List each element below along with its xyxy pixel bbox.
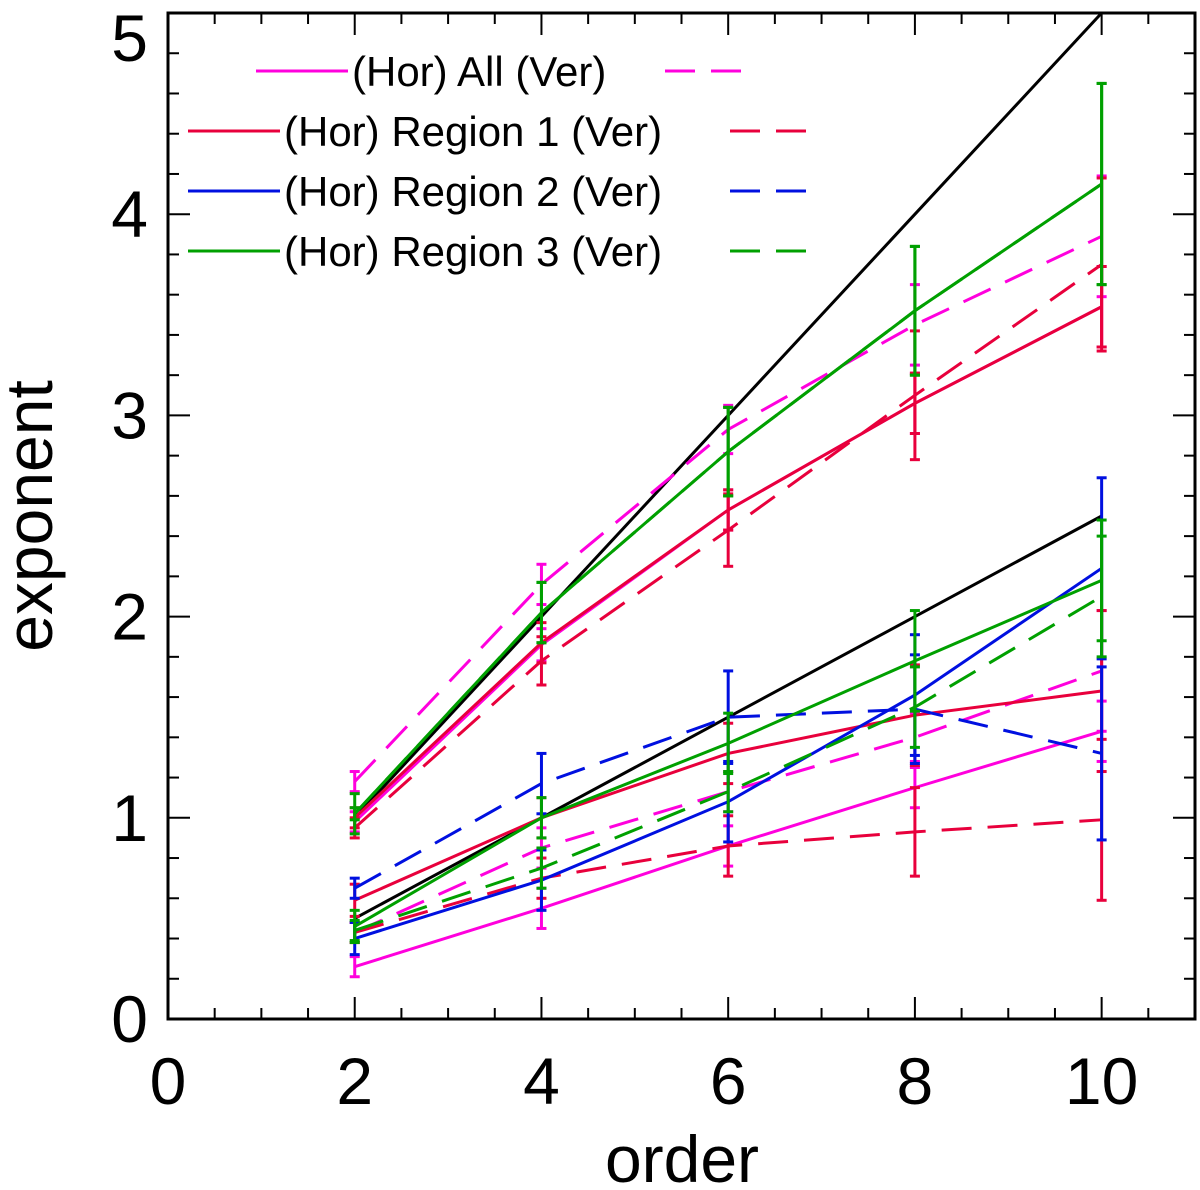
legend-label: (Hor) Region 2 (Ver) [284, 168, 662, 215]
legend: (Hor) All (Ver) (Hor) Region 1 (Ver) (Hor)… [188, 48, 822, 275]
series-13 [349, 81, 1107, 836]
x-tick-label: 10 [1065, 1044, 1138, 1118]
y-tick-label: 4 [111, 177, 148, 251]
x-tick-label: 6 [710, 1044, 747, 1118]
series-7 [349, 534, 1107, 943]
y-axis-title: exponent [0, 380, 66, 652]
x-tick-label: 2 [336, 1044, 373, 1118]
legend-entry-1: (Hor) Region 1 (Ver) [188, 108, 822, 155]
legend-entry-2: (Hor) Region 2 (Ver) [188, 168, 822, 215]
legend-entry-0: (Hor) All (Ver) [256, 48, 752, 95]
plot-frame [166, 11, 1197, 1021]
x-axis-title: order [605, 1122, 759, 1190]
y-tick-label: 3 [111, 378, 148, 452]
data-series [349, 81, 1107, 979]
axes: 0 2 4 6 8 10 0 1 2 3 4 5 [111, 1, 1196, 1118]
legend-label: (Hor) Region 3 (Ver) [284, 228, 662, 275]
legend-label: (Hor) Region 1 (Ver) [284, 108, 662, 155]
y-tick-label: 2 [111, 580, 148, 654]
series-line-5 [353, 707, 1102, 890]
legend-entry-3: (Hor) Region 3 (Ver) [188, 228, 822, 275]
x-tick-label: 0 [150, 1044, 187, 1118]
x-tick-label: 8 [897, 1044, 934, 1118]
y-tick-label: 5 [111, 1, 148, 75]
legend-label: (Hor) All (Ver) [352, 48, 606, 95]
x-tick-label: 4 [523, 1044, 560, 1118]
y-tick-label: 1 [111, 781, 148, 855]
y-tick-label: 0 [111, 982, 148, 1056]
series-line-1 [354, 669, 1103, 934]
